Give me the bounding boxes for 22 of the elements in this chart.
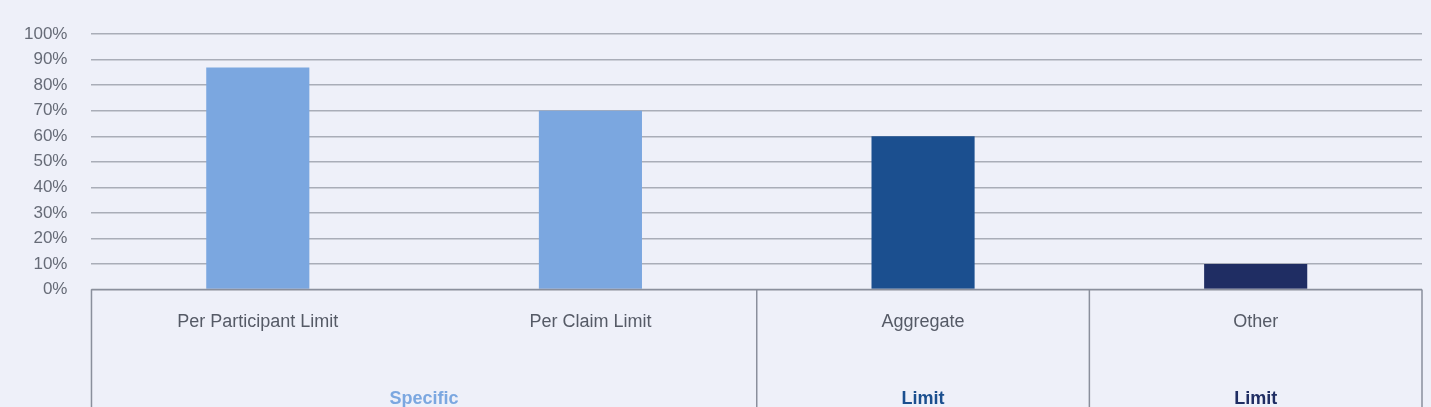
x-tick-label: Aggregate [881, 311, 965, 332]
y-tick-label: 60% [33, 125, 68, 145]
bar [871, 136, 975, 289]
y-tick-label: 50% [33, 151, 68, 171]
y-tick-label: 80% [33, 74, 68, 94]
bar [1204, 263, 1308, 289]
bar [206, 67, 310, 289]
y-tick-label: 70% [33, 100, 68, 120]
text: Specific [389, 388, 459, 407]
x-tick-label: Per Participant Limit [177, 311, 339, 332]
y-tick-label: 20% [33, 228, 68, 248]
y-tick-label: 10% [33, 253, 68, 273]
x-tick-label: Other [1233, 311, 1279, 332]
y-tick-label: 90% [33, 49, 68, 69]
y-tick-label: 0% [42, 279, 68, 299]
bar [538, 110, 642, 289]
y-tick-label: 40% [33, 177, 68, 197]
y-tick-label: 100% [24, 23, 68, 43]
text: Limit [1234, 388, 1278, 407]
x-tick-label: Per Claim Limit [529, 311, 652, 332]
text: Limit [901, 388, 945, 407]
y-tick-label: 30% [33, 202, 68, 222]
